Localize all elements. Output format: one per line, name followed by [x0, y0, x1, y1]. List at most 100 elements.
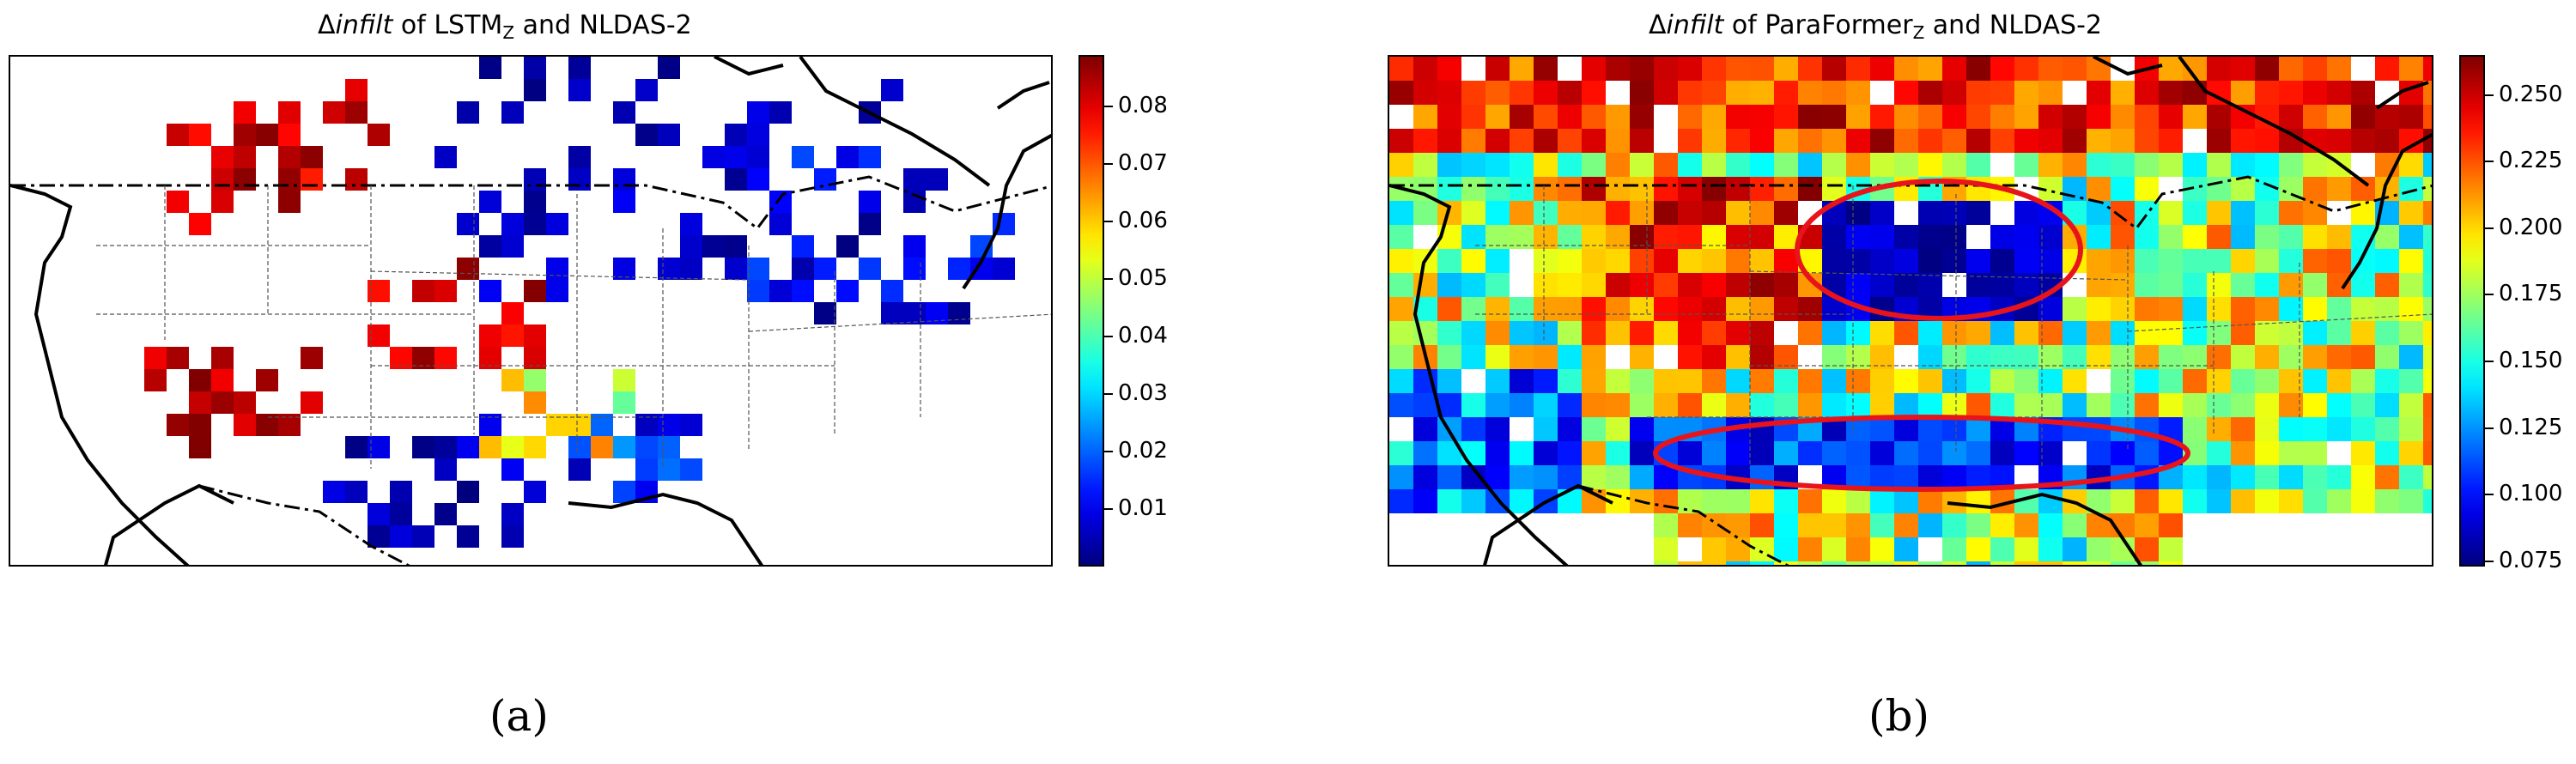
grid-cell — [501, 525, 524, 548]
grid-cell — [1437, 369, 1461, 393]
grid-cell — [434, 436, 457, 458]
grid-cell — [2255, 393, 2279, 417]
grid-cell — [2087, 177, 2111, 201]
grid-cell — [2231, 393, 2255, 417]
grid-cell — [1437, 105, 1461, 129]
grid-cell — [368, 503, 390, 525]
grid-cell — [524, 436, 546, 458]
grid-cell — [2038, 129, 2063, 153]
grid-cell — [1630, 105, 1654, 129]
grid-cell — [1582, 57, 1606, 81]
grid-cell — [1918, 321, 1942, 345]
grid-cell — [1606, 417, 1630, 441]
grid-cell — [2087, 201, 2111, 225]
grid-cell — [1870, 441, 1894, 465]
grid-cell — [1726, 537, 1750, 561]
grid-cell — [1726, 57, 1750, 81]
grid-cell — [2351, 465, 2375, 489]
grid-cell — [2159, 201, 2183, 225]
grid-cell — [2279, 417, 2303, 441]
grid-cell — [1750, 513, 1774, 537]
grid-cell — [1678, 129, 1702, 153]
grid-cell — [479, 280, 501, 302]
grid-cell — [1606, 393, 1630, 417]
grid-cell — [1798, 513, 1822, 537]
grid-cell — [2038, 561, 2063, 565]
grid-cell — [1630, 465, 1654, 489]
grid-cell — [2159, 129, 2183, 153]
grid-cell — [2135, 105, 2159, 129]
grid-cell — [1437, 57, 1461, 81]
grid-cell — [568, 57, 591, 79]
grid-cell — [2135, 441, 2159, 465]
grid-cell — [524, 481, 546, 503]
grid-cell — [680, 213, 702, 235]
grid-cell — [2231, 81, 2255, 105]
grid-cell — [2423, 465, 2432, 489]
panel-a-colorbar — [1078, 55, 1104, 567]
grid-cell — [568, 146, 591, 168]
grid-cell — [2423, 153, 2432, 177]
grid-cell — [1870, 225, 1894, 249]
grid-cell — [1678, 345, 1702, 369]
grid-cell — [2038, 393, 2063, 417]
grid-cell — [1678, 153, 1702, 177]
grid-cell — [1534, 201, 1558, 225]
grid-cell — [2279, 57, 2303, 81]
grid-cell — [2303, 369, 2327, 393]
grid-cell — [2399, 153, 2423, 177]
grid-cell — [1485, 345, 1510, 369]
grid-cell — [1870, 465, 1894, 489]
grid-cell — [2375, 321, 2399, 345]
grid-cell — [1918, 153, 1942, 177]
grid-cell — [2279, 489, 2303, 513]
grid-cell — [1678, 369, 1702, 393]
grid-cell — [1942, 321, 1966, 345]
grid-cell — [1654, 153, 1678, 177]
grid-cell — [167, 347, 189, 369]
grid-cell — [1654, 57, 1678, 81]
grid-cell — [189, 391, 211, 414]
grid-cell — [323, 481, 345, 503]
grid-cell — [1485, 249, 1510, 273]
grid-cell — [2399, 249, 2423, 273]
grid-cell — [1510, 153, 1534, 177]
grid-cell — [2375, 105, 2399, 129]
grid-cell — [1461, 81, 1485, 105]
grid-cell — [2351, 369, 2375, 393]
grid-cell — [501, 235, 524, 258]
grid-cell — [1846, 489, 1870, 513]
grid-cell — [1750, 249, 1774, 273]
grid-cell — [1534, 369, 1558, 393]
grid-cell — [2014, 513, 2038, 537]
grid-cell — [1654, 561, 1678, 565]
grid-cell — [1702, 201, 1726, 225]
grid-cell — [2183, 273, 2207, 297]
grid-cell — [2303, 345, 2327, 369]
grid-cell — [1702, 81, 1726, 105]
grid-cell — [1774, 273, 1798, 297]
grid-cell — [2303, 225, 2327, 249]
grid-cell — [568, 168, 591, 191]
grid-cell — [2087, 129, 2111, 153]
grid-cell — [2399, 345, 2423, 369]
grid-cell — [1413, 489, 1437, 513]
grid-cell — [2183, 105, 2207, 129]
grid-cell — [725, 124, 747, 146]
grid-cell — [1413, 129, 1437, 153]
grid-cell — [457, 101, 479, 124]
grid-cell — [2231, 441, 2255, 465]
grid-cell — [2231, 177, 2255, 201]
grid-cell — [1798, 441, 1822, 465]
grid-cell — [1654, 273, 1678, 297]
grid-cell — [1990, 513, 2014, 537]
grid-cell — [1870, 513, 1894, 537]
grid-cell — [1558, 105, 1582, 129]
grid-cell — [2159, 153, 2183, 177]
grid-cell — [1606, 129, 1630, 153]
grid-cell — [1485, 441, 1510, 465]
grid-cell — [1389, 249, 1413, 273]
grid-cell — [769, 101, 792, 124]
grid-cell — [2231, 345, 2255, 369]
grid-cell — [2207, 273, 2231, 297]
